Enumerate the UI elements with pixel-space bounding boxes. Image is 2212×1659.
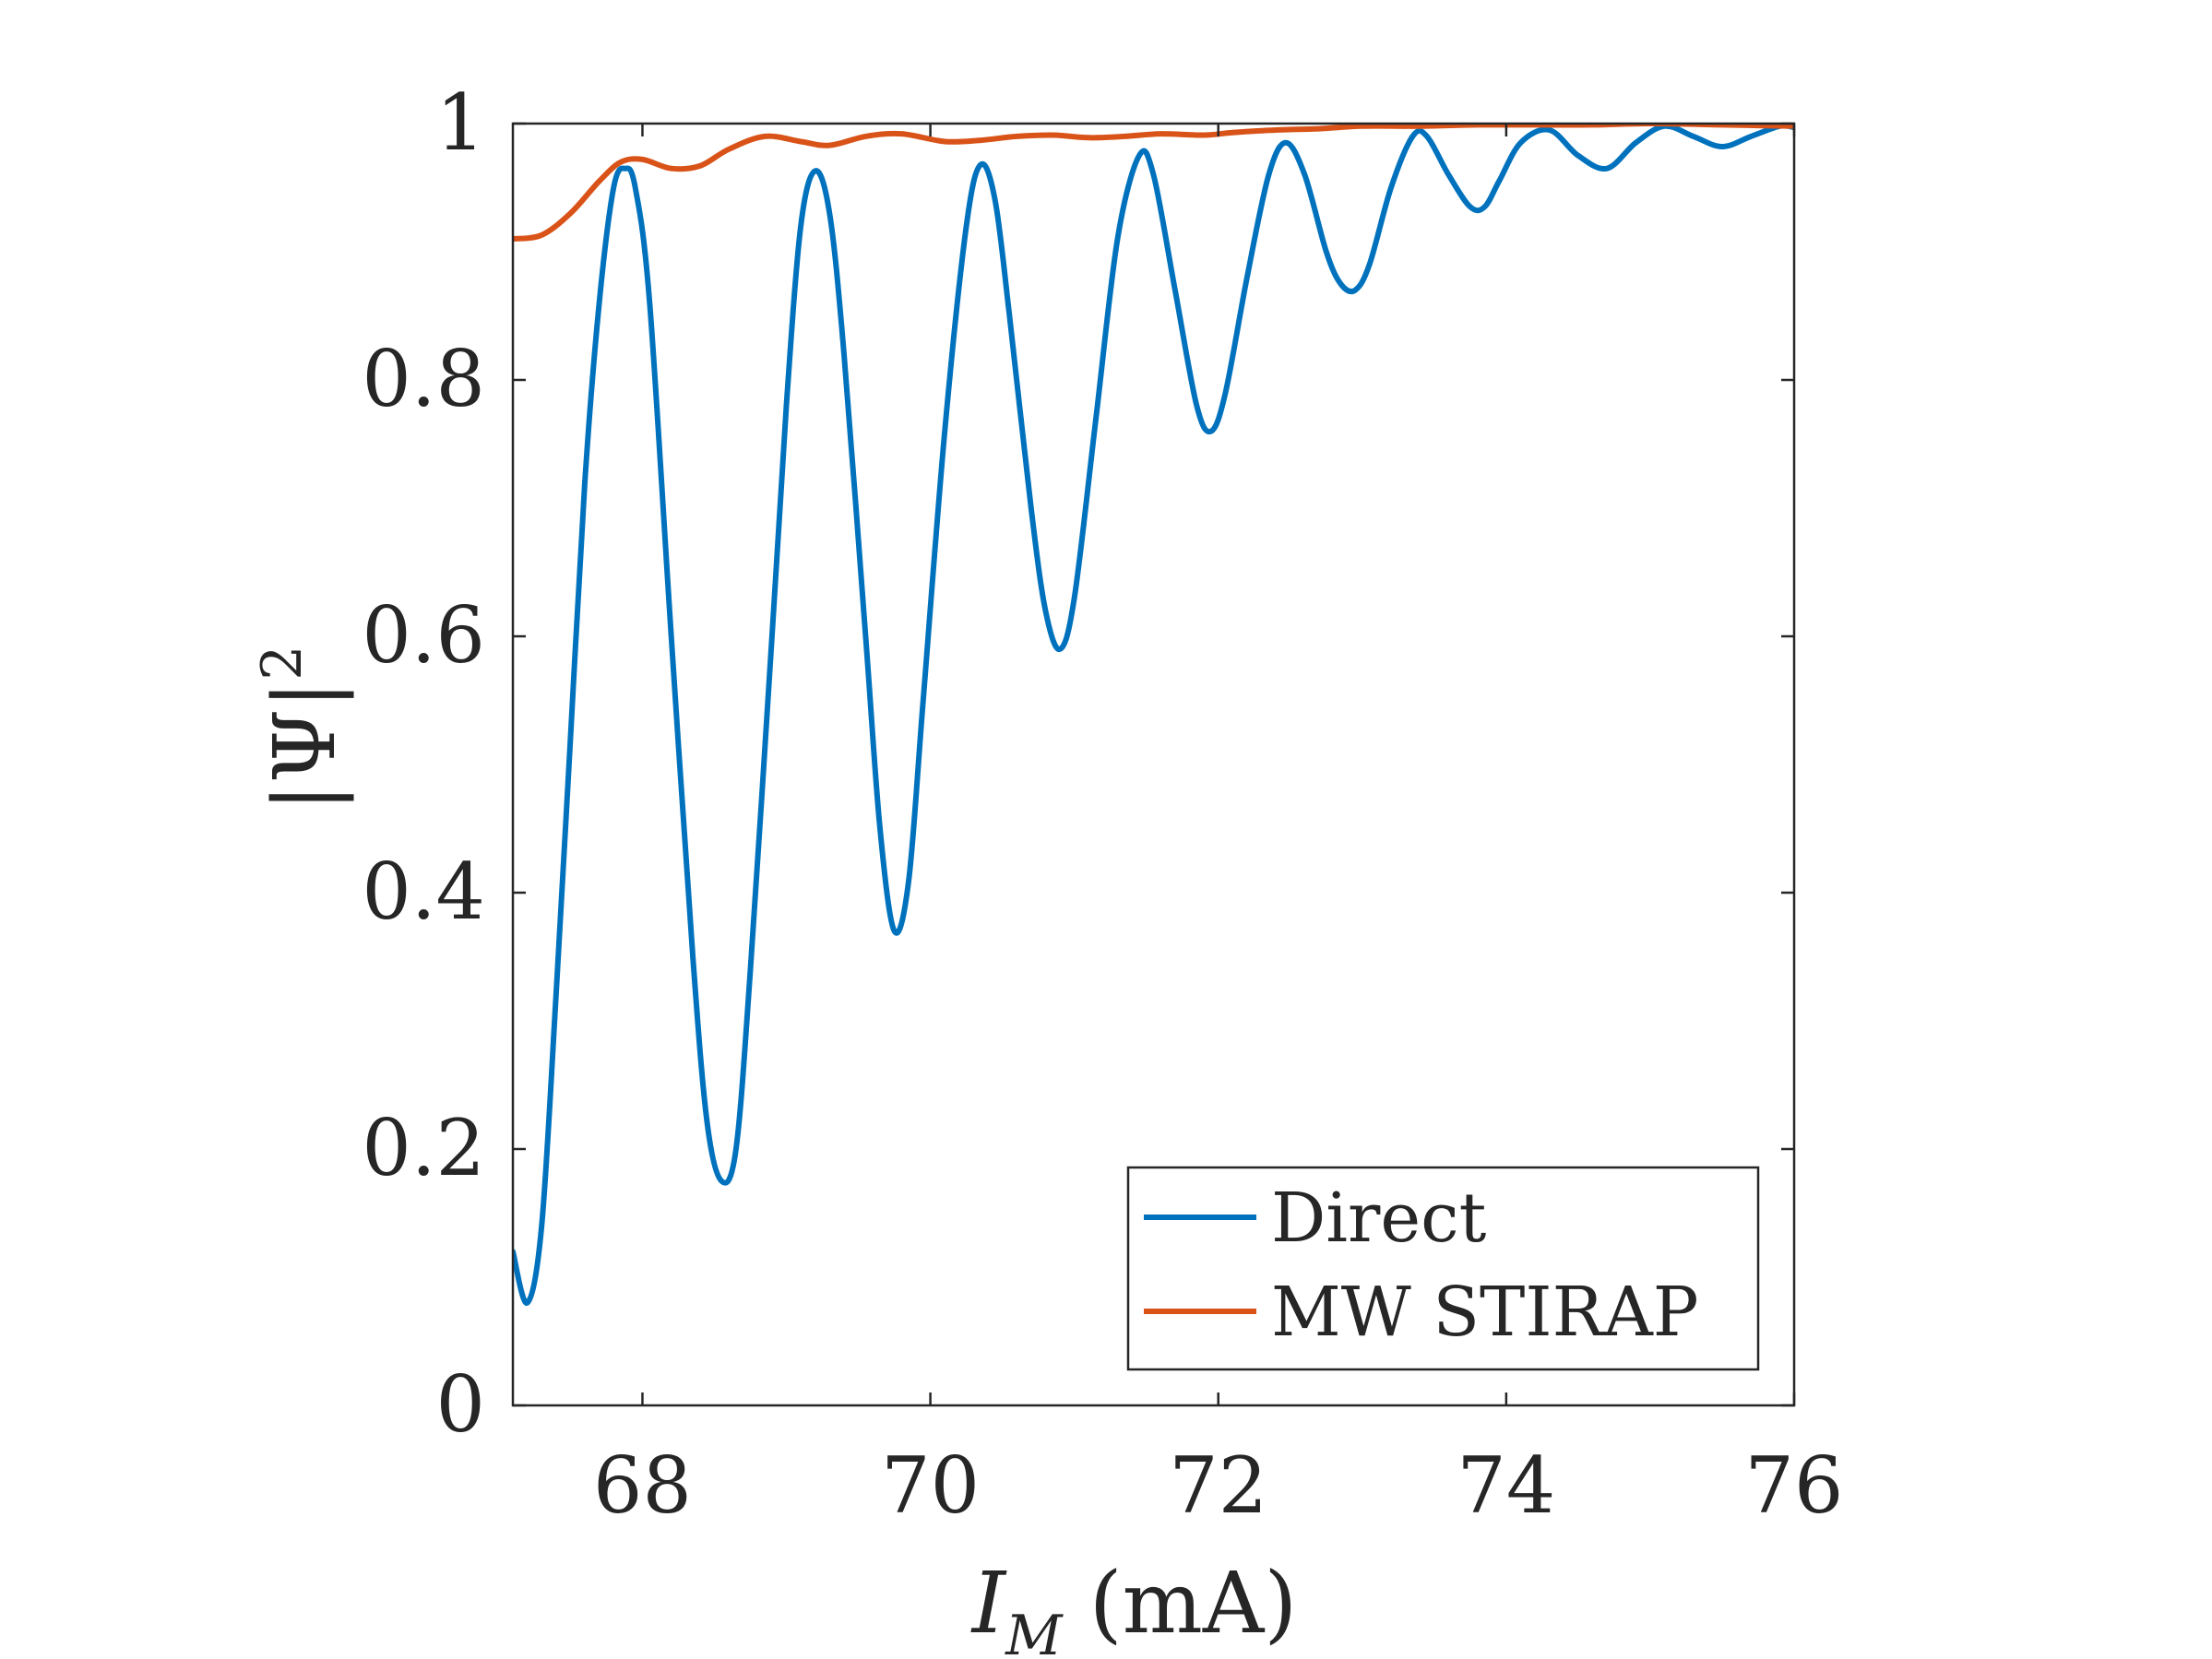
x-axis-label-sub: M [1005,1604,1064,1659]
x-axis-label-unit: (mA) [1063,1554,1298,1653]
y-tick-label: 0.2 [362,1103,485,1193]
y-tick-label: 0.4 [362,847,485,937]
plot-area [513,124,1794,1306]
x-axis-label-main: I [970,1554,1007,1653]
svg-text:|Ψ|2: |Ψ|2 [250,646,354,812]
x-tick-label: 68 [593,1440,692,1531]
x-tick-label: 76 [1745,1440,1844,1531]
y-axis-label-sup: 2 [250,646,315,681]
x-tick-label: 74 [1457,1440,1555,1531]
legend-label-mw-stirap: MW STIRAP [1271,1273,1699,1352]
series-layer [513,124,1794,1306]
x-ticks: 68 70 72 74 76 [593,124,1843,1531]
x-tick-label: 70 [881,1440,980,1531]
x-tick-label: 72 [1169,1440,1267,1531]
y-tick-label: 0 [436,1359,485,1450]
legend-box [1126,1166,1760,1371]
y-tick-label: 0.6 [362,590,485,681]
axes-box [511,122,1796,1407]
series-line-direct [513,124,1794,1306]
legend: Direct MW STIRAP [1126,1166,1760,1371]
x-axis-label: IM (mA) [970,1554,1298,1659]
y-ticks: 0 0.2 0.4 0.6 0.8 1 [362,77,1794,1450]
y-axis-label-main: |Ψ| [256,681,354,812]
y-tick-label: 1 [436,77,485,168]
legend-label-direct: Direct [1271,1179,1487,1258]
y-axis-label: |Ψ|2 [250,646,354,812]
y-tick-label: 0.8 [362,334,485,424]
series-line-mw-stirap [513,124,1794,243]
